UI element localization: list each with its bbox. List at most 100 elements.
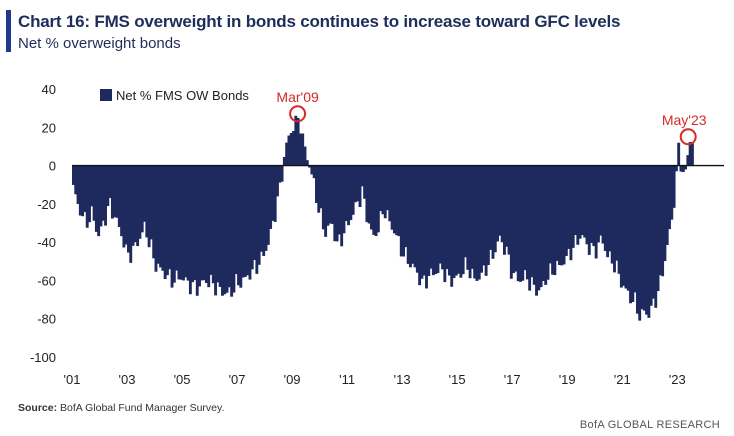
bar bbox=[509, 165, 513, 279]
bar bbox=[232, 165, 236, 293]
bar bbox=[145, 165, 149, 238]
bar bbox=[271, 165, 275, 221]
bar bbox=[580, 165, 584, 236]
bar bbox=[108, 165, 112, 199]
x-tick-label: '11 bbox=[339, 372, 355, 387]
y-tick-label: -60 bbox=[37, 273, 56, 288]
bar bbox=[427, 165, 431, 276]
bar bbox=[404, 165, 408, 248]
y-tick-label: -20 bbox=[37, 197, 56, 212]
bar bbox=[285, 142, 289, 166]
bar bbox=[324, 165, 328, 237]
bar bbox=[250, 165, 254, 270]
bar bbox=[331, 165, 334, 224]
x-tick-label: '09 bbox=[284, 372, 301, 387]
annotation-circle bbox=[679, 128, 697, 146]
bar bbox=[360, 165, 364, 187]
bar bbox=[558, 165, 561, 266]
bar bbox=[425, 165, 428, 289]
bar bbox=[674, 165, 678, 172]
bar bbox=[294, 115, 298, 166]
chart-title: Chart 16: FMS overweight in bonds contin… bbox=[18, 12, 621, 31]
bar bbox=[477, 165, 481, 280]
bar bbox=[216, 165, 220, 283]
bar bbox=[376, 165, 380, 233]
bar bbox=[372, 165, 376, 235]
bar bbox=[370, 165, 373, 230]
bar bbox=[335, 165, 339, 242]
bar bbox=[198, 165, 201, 287]
x-tick-label: '01 bbox=[64, 372, 81, 387]
bar bbox=[81, 165, 85, 217]
bar bbox=[301, 133, 305, 166]
bar bbox=[489, 165, 493, 250]
bar bbox=[512, 165, 516, 274]
bar bbox=[305, 160, 309, 166]
bar bbox=[365, 165, 369, 223]
bar bbox=[154, 165, 158, 272]
bar bbox=[493, 165, 497, 253]
bar bbox=[498, 165, 502, 236]
bar bbox=[461, 165, 465, 275]
bar bbox=[638, 165, 642, 321]
bar bbox=[255, 165, 259, 274]
bar bbox=[436, 165, 440, 274]
chart-subtitle: Net % overweight bonds bbox=[18, 35, 181, 52]
bar bbox=[445, 165, 449, 270]
bar bbox=[640, 165, 644, 310]
bar bbox=[452, 165, 456, 278]
bar bbox=[259, 165, 263, 252]
bar bbox=[129, 165, 133, 263]
y-tick-label: 0 bbox=[49, 159, 56, 174]
bar bbox=[645, 165, 649, 315]
bar bbox=[140, 165, 144, 233]
bar bbox=[239, 165, 243, 288]
bar bbox=[594, 165, 598, 259]
bar bbox=[486, 165, 490, 266]
bar bbox=[613, 165, 616, 273]
bar bbox=[106, 165, 110, 207]
bar bbox=[308, 165, 312, 168]
bar bbox=[457, 165, 461, 274]
brand-label: BofA GLOBAL RESEARCH bbox=[579, 419, 720, 431]
bar bbox=[386, 165, 389, 211]
bar bbox=[161, 165, 165, 271]
bar bbox=[441, 165, 444, 270]
bar bbox=[571, 165, 575, 248]
bar bbox=[340, 165, 344, 247]
bar bbox=[296, 117, 300, 166]
bar bbox=[663, 165, 667, 262]
bar bbox=[223, 165, 227, 295]
bar bbox=[234, 165, 238, 275]
bar bbox=[548, 165, 552, 264]
bar bbox=[74, 165, 78, 195]
bar bbox=[241, 165, 245, 278]
source-label: Source: bbox=[18, 402, 58, 414]
bar bbox=[344, 165, 348, 222]
bar bbox=[143, 165, 146, 222]
bar bbox=[505, 165, 509, 247]
bar bbox=[420, 165, 424, 279]
legend: Net % FMS OW Bonds bbox=[100, 88, 249, 103]
bar bbox=[191, 165, 195, 283]
bar bbox=[624, 165, 628, 289]
bar bbox=[326, 165, 330, 226]
bar bbox=[225, 165, 229, 293]
source-text: BofA Global Fund Manager Survey. bbox=[60, 402, 225, 414]
y-axis: 40 20 0 -20 -40 -60 -80 -100 bbox=[30, 82, 56, 365]
bar bbox=[243, 165, 247, 277]
bar bbox=[262, 165, 266, 256]
x-tick-label: '07 bbox=[229, 372, 246, 387]
bar-series bbox=[72, 115, 694, 321]
bar bbox=[443, 165, 447, 283]
bar bbox=[690, 143, 694, 166]
bar bbox=[532, 165, 536, 285]
x-tick-label: '19 bbox=[559, 372, 576, 387]
bar bbox=[292, 131, 295, 166]
bar bbox=[537, 165, 541, 291]
bar bbox=[127, 165, 130, 253]
bar bbox=[601, 165, 605, 244]
bar bbox=[647, 165, 651, 318]
bar bbox=[298, 133, 302, 166]
bar bbox=[615, 165, 619, 261]
